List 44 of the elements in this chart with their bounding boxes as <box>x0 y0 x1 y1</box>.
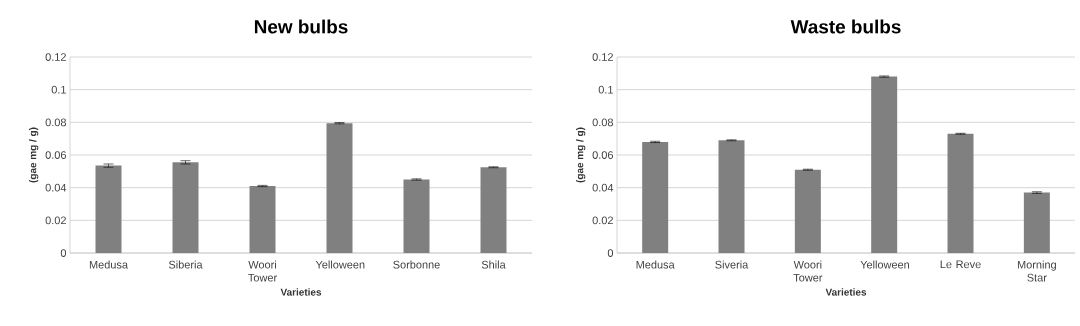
x-tick-label: Woori Tower <box>248 260 277 282</box>
x-tick-label: Morning Star <box>1017 260 1056 282</box>
y-tick-label: 0.1 <box>51 85 66 94</box>
chart-title: Waste bulbs <box>790 19 901 34</box>
y-tick-label: 0.04 <box>592 183 614 192</box>
y-tick-label: 0.02 <box>45 216 66 225</box>
bar <box>249 186 276 253</box>
bar <box>718 140 745 253</box>
bar <box>95 165 122 253</box>
y-tick-label: 0.12 <box>592 53 613 61</box>
y-tick-label: 0.04 <box>45 183 67 192</box>
bar <box>871 76 898 253</box>
y-tick-label: 0 <box>60 249 67 257</box>
y-tick-label: 0.02 <box>592 216 613 225</box>
y-tick-label: 0.1 <box>598 85 613 94</box>
y-tick-label: 0.08 <box>45 118 66 127</box>
bar <box>642 141 669 253</box>
x-tick-label: Le Reve <box>940 260 981 269</box>
y-tick-label: 0.06 <box>592 151 614 159</box>
bar <box>947 133 974 253</box>
x-tick-label: Medusa <box>89 260 128 269</box>
bar <box>326 123 353 253</box>
y-axis-title: (gae mg / g) <box>28 127 39 183</box>
bar <box>1023 192 1050 253</box>
x-tick-label: Siveria <box>715 260 749 269</box>
y-tick-label: 0.12 <box>45 53 66 61</box>
bar <box>172 162 199 253</box>
y-tick-label: 0.06 <box>45 151 66 159</box>
x-tick-label: Woori Tower <box>793 260 823 282</box>
chart-title: New bulbs <box>254 19 348 34</box>
x-tick-label: Shila <box>481 260 506 269</box>
x-tick-label: Sorbonne <box>393 260 440 269</box>
y-axis-title: (gae mg / g) <box>575 127 586 183</box>
x-axis-title: Varieties <box>825 288 867 296</box>
x-tick-label: Medusa <box>636 260 675 269</box>
x-axis-title: Varieties <box>280 288 322 296</box>
x-tick-label: Yelloween <box>860 260 910 269</box>
x-tick-label: Siberia <box>168 260 203 269</box>
x-tick-label: Yelloween <box>315 260 365 269</box>
bar <box>794 169 821 253</box>
y-tick-label: 0.08 <box>592 118 614 127</box>
bar <box>480 167 507 253</box>
y-tick-label: 0 <box>607 249 614 257</box>
bar <box>403 179 430 253</box>
